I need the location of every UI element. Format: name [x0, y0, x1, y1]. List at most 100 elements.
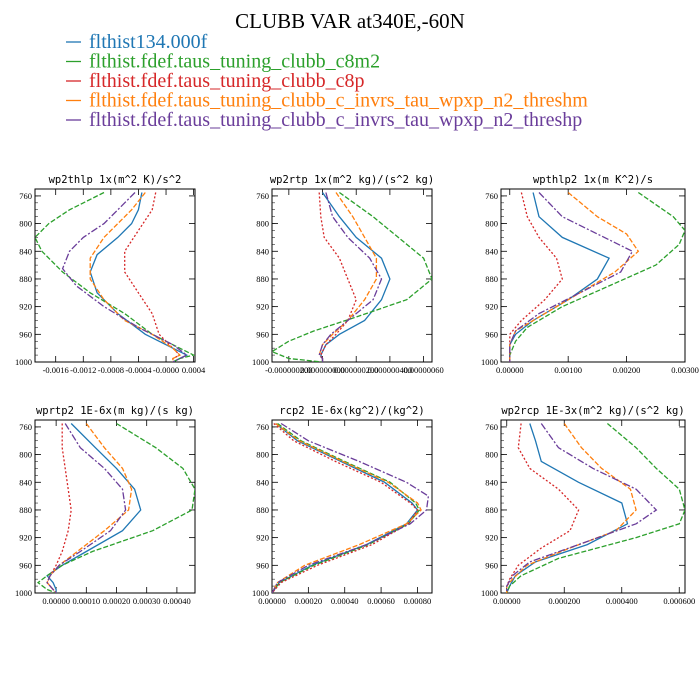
- y-tick-label: 800: [485, 450, 498, 460]
- x-tick-label: 0.00000: [493, 596, 521, 606]
- y-tick-label: 840: [485, 246, 498, 256]
- x-tick-label: -0.000000200: [265, 365, 312, 375]
- series-line: [318, 192, 357, 362]
- y-tick-label: 1000: [15, 588, 32, 598]
- panel-title: wp2rcp 1E-3x(m^2 kg)/(s^2 kg): [501, 405, 684, 417]
- plot-frame: [271, 188, 433, 363]
- y-tick-label: 960: [19, 329, 32, 339]
- x-tick-label: 0.00040: [331, 596, 359, 606]
- x-tick-label: 0.00060: [367, 596, 395, 606]
- legend: flthist134.000fflthist.fdef.taus_tuning_…: [66, 31, 588, 131]
- panels: wp2thlp 1x(m^2 K)/s^2 760 800 840 880 920 960 1…: [15, 174, 699, 606]
- series-line: [506, 423, 685, 593]
- y-tick-label: 960: [256, 560, 269, 570]
- y-tick-label: 800: [256, 219, 269, 229]
- series-line: [272, 423, 419, 593]
- y-tick-label: 800: [19, 219, 32, 229]
- x-tick-label: -0.0004: [125, 365, 152, 375]
- y-tick-label: 880: [485, 274, 498, 284]
- y-tick-label: 880: [485, 505, 498, 515]
- x-tick-label: 0.00080: [404, 596, 432, 606]
- panel-1: wp2rtp 1x(m^2 kg)/(s^2 kg)760 800 840 880 92…: [252, 174, 444, 375]
- series-line: [272, 422, 430, 593]
- y-tick-label: 1000: [15, 357, 32, 367]
- series-line: [35, 191, 195, 362]
- series-line: [506, 423, 580, 593]
- figure-title: CLUBB VAR at340E,-60N: [235, 9, 465, 33]
- legend-entry: flthist.fdef.taus_tuning_clubb_c_invrs_t…: [89, 90, 588, 112]
- panel-title: wpthlp2 1x(m K^2)/s: [533, 174, 653, 186]
- series-group: [272, 191, 432, 362]
- x-tick-label: 0.00300: [671, 365, 699, 375]
- panel-4: rcp2 1E-6x(kg^2)/(kg^2) 760 800 840 880 920 96…: [252, 405, 433, 606]
- series-line: [509, 191, 640, 362]
- panel-title: wp2rtp 1x(m^2 kg)/(s^2 kg): [270, 174, 434, 186]
- y-tick-label: 1000: [481, 588, 498, 598]
- y-tick-label: 920: [256, 302, 269, 312]
- series-line: [46, 423, 142, 593]
- series-line: [272, 422, 421, 593]
- panel-5: wp2rcp 1E-3x(m^2 kg)/(s^2 kg)760 800 840 88…: [481, 405, 695, 606]
- y-tick-label: 840: [485, 477, 498, 487]
- x-tick-label: 0.00020: [103, 596, 131, 606]
- y-tick-label: 1000: [252, 588, 269, 598]
- x-tick-label: 0.000200: [548, 596, 580, 606]
- plot-frame: [500, 188, 686, 363]
- x-tick-label: 0.00000: [42, 596, 70, 606]
- legend-entry: flthist134.000f: [89, 31, 208, 53]
- plot-frame: [34, 419, 196, 594]
- series-line: [272, 422, 422, 593]
- series-group: [506, 423, 685, 593]
- panel-title: wp2thlp 1x(m^2 K)/s^2: [49, 174, 182, 186]
- y-tick-label: 800: [256, 450, 269, 460]
- x-tick-label: 0.00200: [613, 365, 641, 375]
- x-tick-label: 0.00000060: [403, 365, 443, 375]
- legend-entry: flthist.fdef.taus_tuning_clubb_c8p: [89, 70, 365, 92]
- x-tick-label: 0.000000200: [334, 365, 379, 375]
- x-tick-label: 0.00040: [163, 596, 191, 606]
- y-tick-label: 1000: [252, 357, 269, 367]
- panel-0: wp2thlp 1x(m^2 K)/s^2 760 800 840 880 920 960 1…: [15, 174, 206, 375]
- legend-entry: flthist.fdef.taus_tuning_clubb_c_invrs_t…: [89, 109, 582, 131]
- x-tick-label: 0.00010: [73, 596, 101, 606]
- x-tick-label: 0.00100: [554, 365, 582, 375]
- y-tick-label: 760: [256, 191, 269, 201]
- x-tick-label: 0.0004: [182, 365, 206, 375]
- series-group: [272, 422, 430, 593]
- series-line: [506, 423, 629, 593]
- y-tick-label: 920: [485, 533, 498, 543]
- y-tick-label: 920: [485, 302, 498, 312]
- series-line: [509, 192, 564, 362]
- legend-entry: flthist.fdef.taus_tuning_clubb_c8m2: [89, 51, 380, 73]
- series-line: [509, 192, 634, 362]
- plot-frame: [271, 419, 433, 594]
- y-tick-label: 880: [19, 505, 32, 515]
- y-tick-label: 1000: [481, 357, 498, 367]
- panel-title: rcp2 1E-6x(kg^2)/(kg^2): [279, 405, 424, 417]
- y-tick-label: 840: [256, 477, 269, 487]
- y-tick-label: 880: [19, 274, 32, 284]
- y-tick-label: 960: [256, 329, 269, 339]
- series-line: [46, 423, 127, 593]
- x-tick-label: 0.00030: [133, 596, 161, 606]
- plot-frame: [500, 419, 686, 594]
- x-tick-label: 0.000400: [606, 596, 638, 606]
- series-group: [35, 191, 195, 362]
- panel-title: wprtp2 1E-6x(m kg)/(s kg): [36, 405, 194, 417]
- y-tick-label: 800: [485, 219, 498, 229]
- series-line: [318, 192, 378, 362]
- series-line: [506, 423, 658, 593]
- series-group: [36, 422, 195, 593]
- y-tick-label: 880: [256, 505, 269, 515]
- y-tick-label: 960: [485, 560, 498, 570]
- x-tick-label: 0.00000: [258, 596, 286, 606]
- series-line: [36, 422, 195, 593]
- x-tick-label: 0.00020: [295, 596, 323, 606]
- panel-2: wpthlp2 1x(m K^2)/s 760 800 840 880 920 960 100…: [481, 174, 699, 375]
- y-tick-label: 920: [19, 533, 32, 543]
- y-tick-label: 960: [485, 329, 498, 339]
- x-tick-label: -0.0000: [153, 365, 179, 375]
- series-line: [272, 191, 432, 362]
- x-tick-label: 0.000000400: [368, 365, 413, 375]
